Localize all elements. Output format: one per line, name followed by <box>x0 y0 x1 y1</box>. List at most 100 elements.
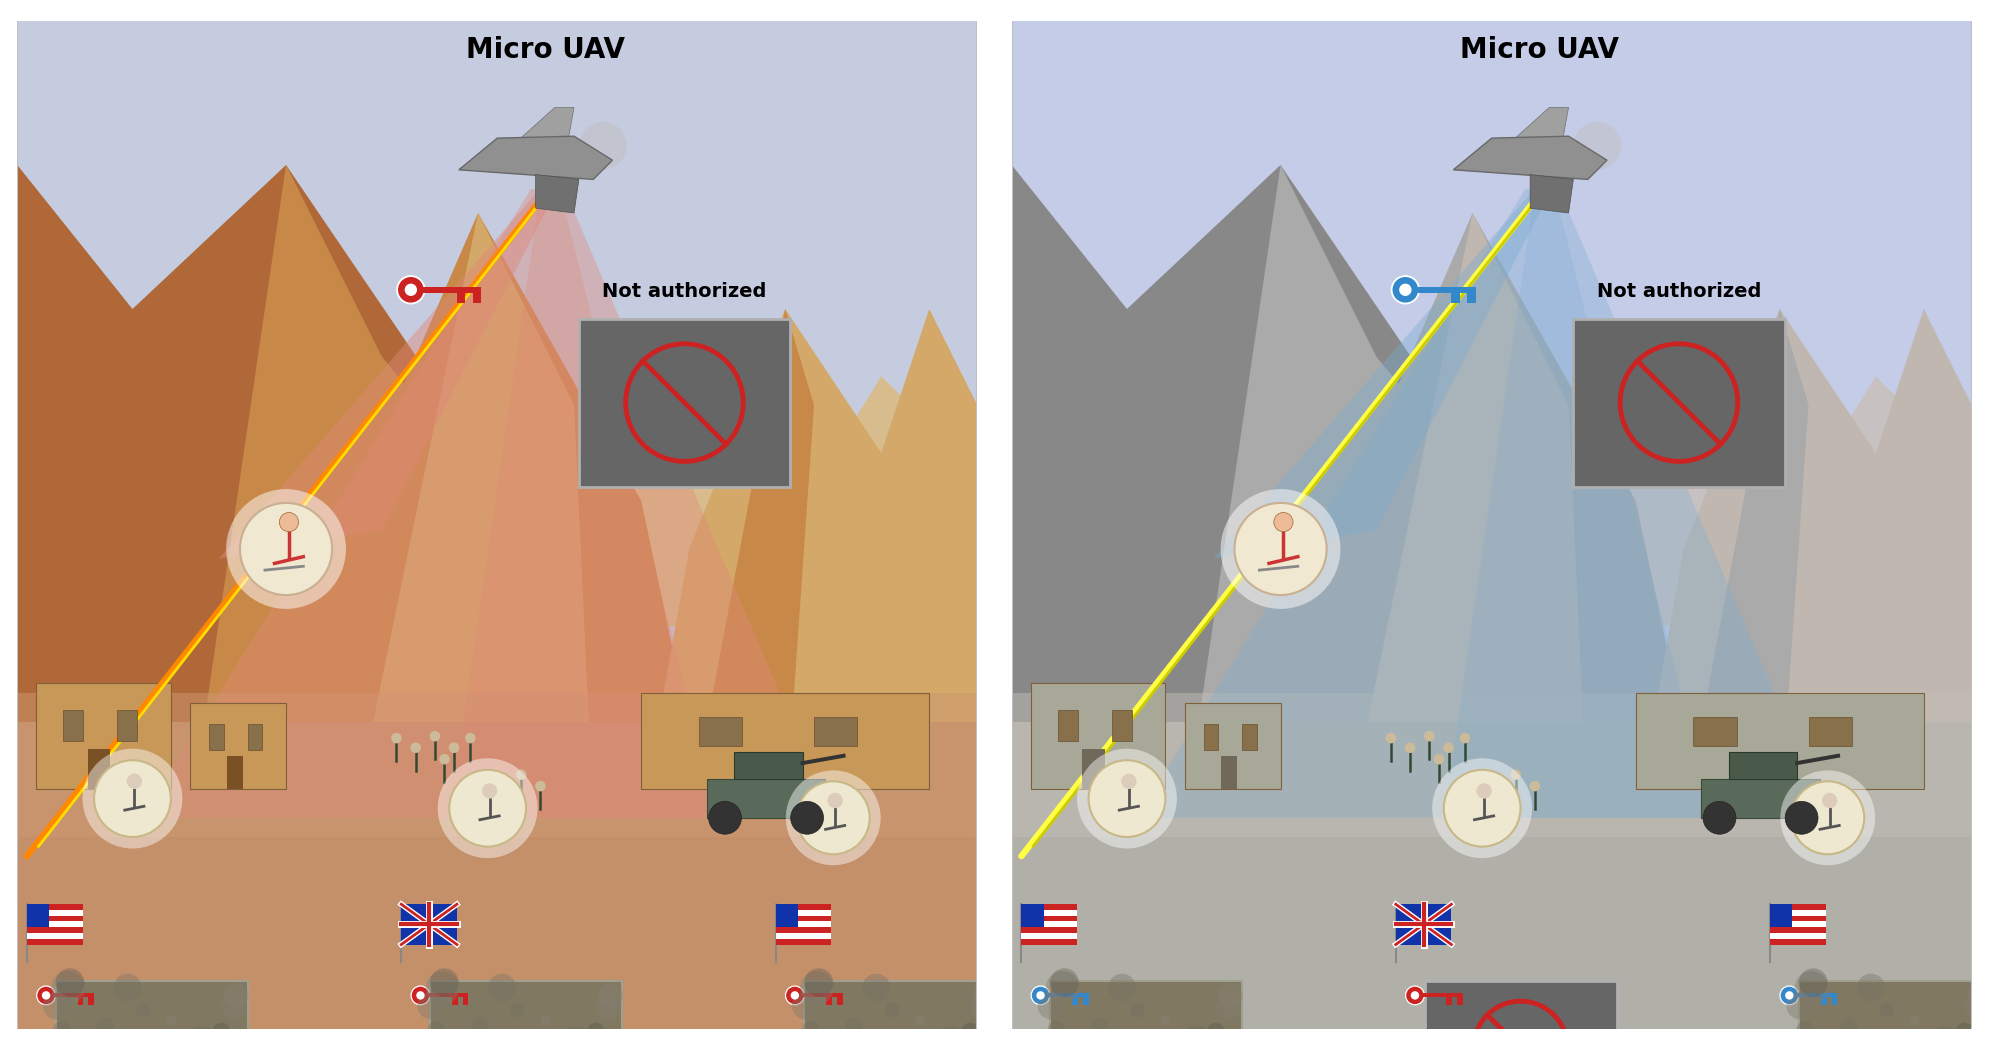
Circle shape <box>1215 994 1241 1020</box>
Circle shape <box>477 1036 491 1049</box>
Polygon shape <box>1072 998 1078 1005</box>
Polygon shape <box>825 998 831 1005</box>
Polygon shape <box>18 338 977 626</box>
Circle shape <box>1822 793 1838 808</box>
Polygon shape <box>26 904 50 927</box>
Circle shape <box>1038 992 1064 1020</box>
Polygon shape <box>1082 749 1104 789</box>
Polygon shape <box>1444 189 1713 818</box>
Circle shape <box>1798 968 1828 997</box>
Circle shape <box>1786 992 1814 1020</box>
Circle shape <box>1273 512 1293 531</box>
Circle shape <box>786 986 804 1005</box>
Circle shape <box>1840 1017 1858 1035</box>
Polygon shape <box>1770 939 1826 945</box>
Polygon shape <box>1458 998 1464 1005</box>
Polygon shape <box>706 779 825 818</box>
Circle shape <box>410 742 422 753</box>
Circle shape <box>599 983 623 1007</box>
FancyBboxPatch shape <box>1798 981 1989 1050</box>
Polygon shape <box>776 933 831 939</box>
Polygon shape <box>18 165 477 818</box>
Circle shape <box>52 971 86 1005</box>
Circle shape <box>1780 986 1798 1005</box>
Circle shape <box>800 971 833 1005</box>
Circle shape <box>1030 986 1050 1005</box>
Circle shape <box>1092 1017 1108 1035</box>
Polygon shape <box>219 194 555 559</box>
Polygon shape <box>1020 933 1076 939</box>
Polygon shape <box>354 213 593 818</box>
Polygon shape <box>1530 174 1573 213</box>
Circle shape <box>535 781 545 792</box>
FancyBboxPatch shape <box>579 318 790 486</box>
Circle shape <box>1931 1026 1959 1050</box>
Circle shape <box>1160 1015 1172 1025</box>
Polygon shape <box>1728 752 1796 779</box>
Polygon shape <box>1452 293 1460 303</box>
Circle shape <box>450 770 525 846</box>
Circle shape <box>802 1022 819 1038</box>
Polygon shape <box>1418 287 1476 293</box>
Polygon shape <box>227 756 243 789</box>
Polygon shape <box>1744 753 1794 789</box>
Circle shape <box>1444 742 1454 753</box>
Polygon shape <box>1012 338 1971 626</box>
Polygon shape <box>1770 933 1826 939</box>
Circle shape <box>103 1034 123 1050</box>
Polygon shape <box>1136 189 1828 818</box>
Circle shape <box>477 1034 499 1050</box>
Polygon shape <box>1808 717 1852 746</box>
Polygon shape <box>1221 756 1237 789</box>
Circle shape <box>804 968 833 997</box>
Polygon shape <box>1012 165 1472 818</box>
Polygon shape <box>1770 922 1826 927</box>
Circle shape <box>1088 760 1166 837</box>
Polygon shape <box>452 998 457 1005</box>
Circle shape <box>1955 1023 1973 1041</box>
Circle shape <box>1794 971 1828 1005</box>
Circle shape <box>1792 781 1864 855</box>
Polygon shape <box>424 287 481 293</box>
Circle shape <box>1909 1015 1919 1025</box>
Polygon shape <box>1213 194 1549 559</box>
Polygon shape <box>457 293 465 303</box>
Circle shape <box>1530 781 1539 792</box>
Polygon shape <box>88 998 93 1005</box>
Circle shape <box>54 1022 70 1038</box>
Polygon shape <box>1832 998 1838 1005</box>
Circle shape <box>961 1023 979 1041</box>
Circle shape <box>1386 733 1396 743</box>
Circle shape <box>1098 1036 1110 1049</box>
Polygon shape <box>1020 916 1076 922</box>
Polygon shape <box>507 107 575 161</box>
Circle shape <box>1510 770 1522 780</box>
Circle shape <box>1068 1044 1078 1050</box>
Circle shape <box>225 983 249 1007</box>
Circle shape <box>1098 1034 1118 1050</box>
Circle shape <box>221 994 247 1020</box>
Circle shape <box>219 1046 233 1050</box>
Circle shape <box>579 122 627 170</box>
Circle shape <box>515 770 527 780</box>
Polygon shape <box>776 939 831 945</box>
Circle shape <box>1219 983 1243 1007</box>
Polygon shape <box>776 904 831 910</box>
Polygon shape <box>1770 927 1826 933</box>
Polygon shape <box>1020 922 1076 927</box>
Polygon shape <box>1185 165 1472 818</box>
Circle shape <box>97 1017 113 1035</box>
Circle shape <box>863 973 891 1002</box>
Circle shape <box>1392 276 1418 303</box>
Circle shape <box>241 503 332 595</box>
Polygon shape <box>776 916 831 922</box>
Circle shape <box>430 968 459 997</box>
Circle shape <box>597 994 621 1020</box>
FancyBboxPatch shape <box>430 981 623 1050</box>
Polygon shape <box>1185 702 1281 789</box>
Polygon shape <box>837 998 843 1005</box>
Circle shape <box>1432 758 1532 858</box>
Polygon shape <box>1770 904 1826 910</box>
Circle shape <box>1967 983 1989 1007</box>
Circle shape <box>708 801 742 834</box>
